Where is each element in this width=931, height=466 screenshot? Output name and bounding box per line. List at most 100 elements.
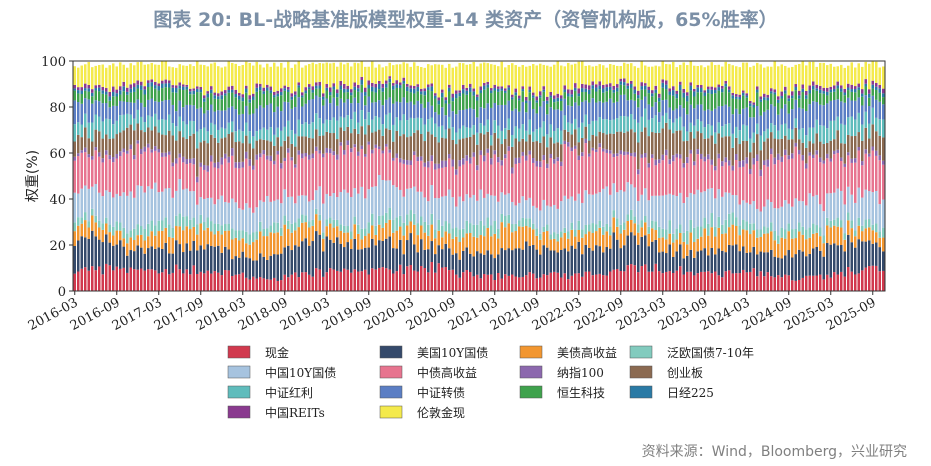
bar-segment xyxy=(272,62,276,92)
bar-segment xyxy=(570,275,574,291)
bar-segment xyxy=(115,105,119,121)
bar-segment xyxy=(325,147,329,153)
bar-segment xyxy=(731,273,735,291)
bar-segment xyxy=(738,161,742,168)
bar-segment xyxy=(577,88,581,94)
bar-segment xyxy=(500,160,504,166)
bar-segment xyxy=(157,247,161,274)
bar-segment xyxy=(626,220,630,236)
bar-segment xyxy=(83,212,87,221)
bar-segment xyxy=(171,237,175,254)
bar-segment xyxy=(384,128,388,144)
bar-segment xyxy=(349,231,353,240)
bar-segment xyxy=(111,157,115,163)
bar-segment xyxy=(419,91,423,95)
bar-segment xyxy=(216,129,220,143)
bar-segment xyxy=(857,187,861,218)
bar-segment xyxy=(409,221,413,234)
bar-segment xyxy=(146,147,150,187)
bar-segment xyxy=(871,150,875,193)
bar-segment xyxy=(514,138,518,158)
bar-segment xyxy=(367,274,371,291)
bar-segment xyxy=(801,251,805,278)
bar-segment xyxy=(237,141,241,163)
bar-segment xyxy=(167,224,171,238)
bar-segment xyxy=(160,156,164,192)
bar-segment xyxy=(769,202,773,223)
bar-segment xyxy=(388,78,392,83)
bar-segment xyxy=(262,228,266,237)
bar-segment xyxy=(272,134,276,146)
bar-segment xyxy=(223,153,227,159)
bar-segment xyxy=(188,135,192,159)
bar-segment xyxy=(475,224,479,238)
bar-segment xyxy=(94,236,98,271)
bar-segment xyxy=(157,90,161,102)
bar-segment xyxy=(209,273,213,291)
bar-segment xyxy=(703,92,707,96)
bar-segment xyxy=(174,111,178,127)
bar-segment xyxy=(752,104,756,108)
bar-segment xyxy=(878,271,882,291)
bar-segment xyxy=(668,107,672,120)
bar-segment xyxy=(790,206,794,230)
bar-segment xyxy=(276,280,280,291)
bar-segment xyxy=(381,135,385,151)
bar-segment xyxy=(881,104,885,120)
bar-segment xyxy=(563,98,567,116)
bar-segment xyxy=(773,230,777,241)
bar-segment xyxy=(566,198,570,232)
bar-segment xyxy=(272,97,276,113)
bar-segment xyxy=(97,239,101,267)
bar-segment xyxy=(629,155,633,185)
bar-segment xyxy=(864,95,868,112)
bar-segment xyxy=(717,227,721,249)
bar-segment xyxy=(587,140,591,154)
bar-segment xyxy=(174,92,178,112)
bar-segment xyxy=(202,113,206,128)
bar-segment xyxy=(304,65,308,88)
bar-segment xyxy=(493,84,497,88)
bar-segment xyxy=(874,89,878,100)
bar-segment xyxy=(188,219,192,230)
bar-segment xyxy=(811,81,815,86)
bar-segment xyxy=(381,267,385,291)
bar-segment xyxy=(279,168,283,204)
bar-segment xyxy=(377,100,381,118)
bar-segment xyxy=(818,274,822,291)
bar-segment xyxy=(678,105,682,117)
bar-segment xyxy=(206,270,210,291)
bar-segment xyxy=(503,90,507,93)
bar-segment xyxy=(818,250,822,275)
bar-segment xyxy=(773,164,777,209)
bar-segment xyxy=(741,92,745,96)
bar-segment xyxy=(815,194,819,226)
bar-segment xyxy=(587,156,591,195)
bar-segment xyxy=(444,97,448,101)
bar-segment xyxy=(591,147,595,151)
bar-segment xyxy=(206,165,210,172)
bar-segment xyxy=(661,237,665,252)
bar-segment xyxy=(206,143,210,166)
bar-segment xyxy=(664,84,668,90)
legend-label: 现金 xyxy=(265,345,289,360)
bar-segment xyxy=(671,233,675,243)
bar-segment xyxy=(591,85,595,89)
bar-segment xyxy=(248,62,252,96)
bar-segment xyxy=(685,65,689,93)
bar-segment xyxy=(510,94,514,98)
bar-segment xyxy=(864,127,868,150)
bar-segment xyxy=(787,275,791,291)
bar-segment xyxy=(570,96,574,107)
bar-segment xyxy=(325,219,329,227)
bar-segment xyxy=(160,61,164,81)
bar-segment xyxy=(241,272,245,291)
bar-segment xyxy=(251,93,255,97)
bar-segment xyxy=(265,129,269,141)
bar-segment xyxy=(202,249,206,274)
bar-segment xyxy=(97,64,101,85)
bar-segment xyxy=(328,120,332,133)
bar-segment xyxy=(395,153,399,158)
bar-segment xyxy=(153,81,157,86)
bar-segment xyxy=(335,105,339,121)
